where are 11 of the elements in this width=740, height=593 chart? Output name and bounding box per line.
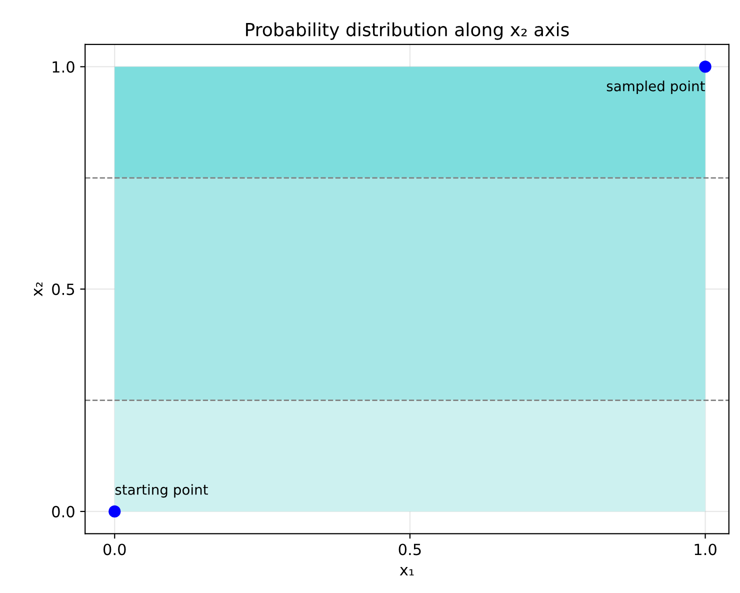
y-tick-label: 0.5 [52, 284, 74, 296]
y-tick-label: 0.0 [52, 506, 74, 518]
x-axis-title: x₁ [400, 567, 414, 576]
chart-title: Probability distribution along x₂ axis [246, 22, 569, 40]
annotation: sampled point [606, 80, 705, 94]
x-tick-label: 1.0 [694, 544, 716, 556]
y-axis-title: x₂ [34, 282, 42, 296]
y-tick-label: 1.0 [52, 61, 74, 73]
x-tick-label: 0.5 [398, 544, 421, 556]
annotation: starting point [115, 484, 208, 498]
x-tick-label: 0.0 [103, 544, 126, 556]
